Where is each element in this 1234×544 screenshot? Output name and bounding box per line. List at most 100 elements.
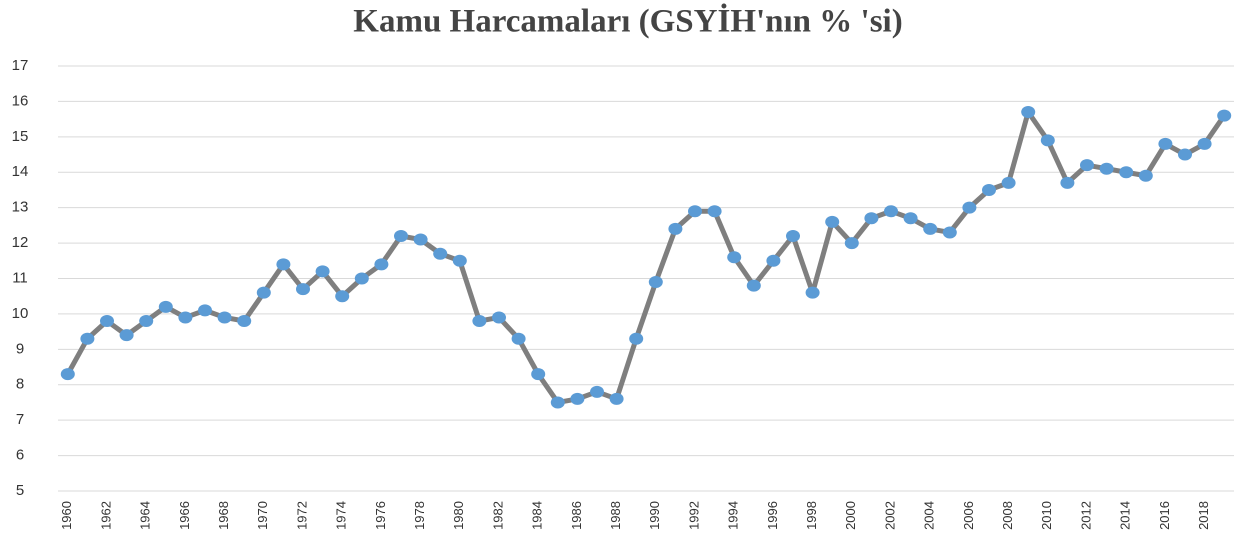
- marker: [805, 286, 820, 299]
- y-tick-label: 14: [12, 163, 29, 180]
- x-tick-label: 1970: [255, 501, 270, 530]
- x-tick-label: 2014: [1118, 501, 1133, 530]
- y-tick-label: 13: [12, 199, 29, 216]
- marker: [158, 300, 173, 313]
- x-tick-label: 2004: [922, 501, 937, 530]
- marker: [825, 215, 840, 228]
- marker: [1178, 148, 1192, 161]
- y-tick-label: 8: [16, 376, 24, 393]
- x-tick-label: 1972: [294, 501, 309, 530]
- x-tick-label: 1996: [765, 501, 780, 530]
- x-tick-label: 1982: [490, 501, 505, 530]
- x-tick-label: 1980: [451, 501, 466, 530]
- marker: [276, 258, 291, 271]
- y-tick-label: 5: [16, 482, 24, 499]
- marker: [139, 315, 154, 327]
- marker: [1099, 162, 1114, 175]
- marker: [629, 332, 644, 345]
- y-tick-label: 11: [12, 269, 28, 286]
- marker: [100, 315, 114, 327]
- marker: [962, 201, 977, 214]
- x-tick-label: 1990: [647, 501, 662, 530]
- x-tick-label: 1978: [412, 501, 427, 530]
- marker: [648, 276, 663, 289]
- marker: [668, 222, 683, 235]
- y-tick-label: 16: [12, 92, 29, 109]
- marker: [1217, 109, 1232, 122]
- x-tick-label: 1992: [686, 501, 701, 530]
- x-tick-label: 1988: [608, 501, 623, 530]
- marker: [531, 368, 546, 381]
- marker: [609, 392, 624, 405]
- marker: [1001, 176, 1016, 189]
- marker: [1158, 137, 1173, 150]
- marker: [80, 332, 95, 345]
- marker: [1021, 106, 1036, 119]
- x-tick-label: 1984: [530, 501, 545, 530]
- x-tick-label: 1994: [726, 501, 741, 530]
- x-tick-label: 2010: [1039, 501, 1054, 530]
- marker: [1040, 134, 1055, 147]
- marker: [942, 226, 957, 239]
- x-tick-label: 1966: [177, 501, 192, 530]
- marker: [766, 254, 781, 267]
- marker: [335, 290, 350, 303]
- line: [65, 109, 1227, 405]
- marker: [178, 311, 193, 324]
- marker: [394, 230, 408, 242]
- x-tick-label: 2002: [882, 501, 897, 530]
- marker: [727, 251, 742, 264]
- marker: [256, 286, 271, 299]
- marker: [472, 315, 487, 327]
- x-tick-label: 1962: [98, 501, 113, 530]
- marker: [1080, 159, 1094, 172]
- x-tick-label: 1968: [216, 501, 231, 530]
- marker: [374, 258, 389, 271]
- x-tick-label: 2016: [1157, 501, 1172, 530]
- y-tick-label: 7: [16, 411, 24, 428]
- x-tick-label: 1986: [569, 501, 584, 530]
- marker: [786, 230, 800, 242]
- marker: [433, 247, 448, 260]
- marker: [1138, 169, 1153, 182]
- x-tick-label: 2000: [843, 501, 858, 530]
- y-tick-label: 10: [12, 305, 29, 322]
- marker: [1060, 176, 1075, 189]
- y-tick-label: 6: [16, 447, 24, 464]
- y-tick-label: 9: [16, 340, 24, 357]
- y-tick-label: 15: [12, 128, 29, 145]
- marker: [1119, 166, 1134, 179]
- marker: [198, 304, 212, 317]
- marker: [590, 385, 604, 398]
- marker: [413, 233, 428, 246]
- marker: [119, 329, 134, 342]
- marker: [492, 311, 506, 324]
- x-tick-label: 1998: [804, 501, 819, 530]
- x-tick-label: 1974: [334, 501, 349, 530]
- marker: [217, 311, 232, 324]
- marker: [903, 212, 918, 225]
- x-tick-label: 1964: [138, 501, 153, 530]
- marker: [315, 265, 330, 278]
- chart-title: Kamu Harcamaları (GSYİH'nın % 'si): [353, 2, 902, 40]
- marker: [982, 183, 996, 196]
- marker: [884, 205, 898, 218]
- marker: [746, 279, 761, 292]
- y-tick-label: 17: [12, 57, 29, 74]
- marker: [923, 222, 938, 235]
- marker: [570, 392, 585, 405]
- y-tick-label: 12: [12, 234, 29, 251]
- x-tick-label: 1960: [59, 501, 74, 530]
- marker: [844, 237, 859, 250]
- marker: [688, 205, 702, 218]
- x-tick-label: 2018: [1196, 501, 1211, 530]
- marker: [511, 332, 526, 345]
- marker: [237, 315, 252, 327]
- x-tick-label: 2006: [961, 501, 976, 530]
- marker: [550, 396, 565, 409]
- x-tick-label: 2008: [1000, 501, 1015, 530]
- marker: [707, 205, 722, 218]
- marker: [354, 272, 369, 285]
- x-tick-label: 1976: [373, 501, 388, 530]
